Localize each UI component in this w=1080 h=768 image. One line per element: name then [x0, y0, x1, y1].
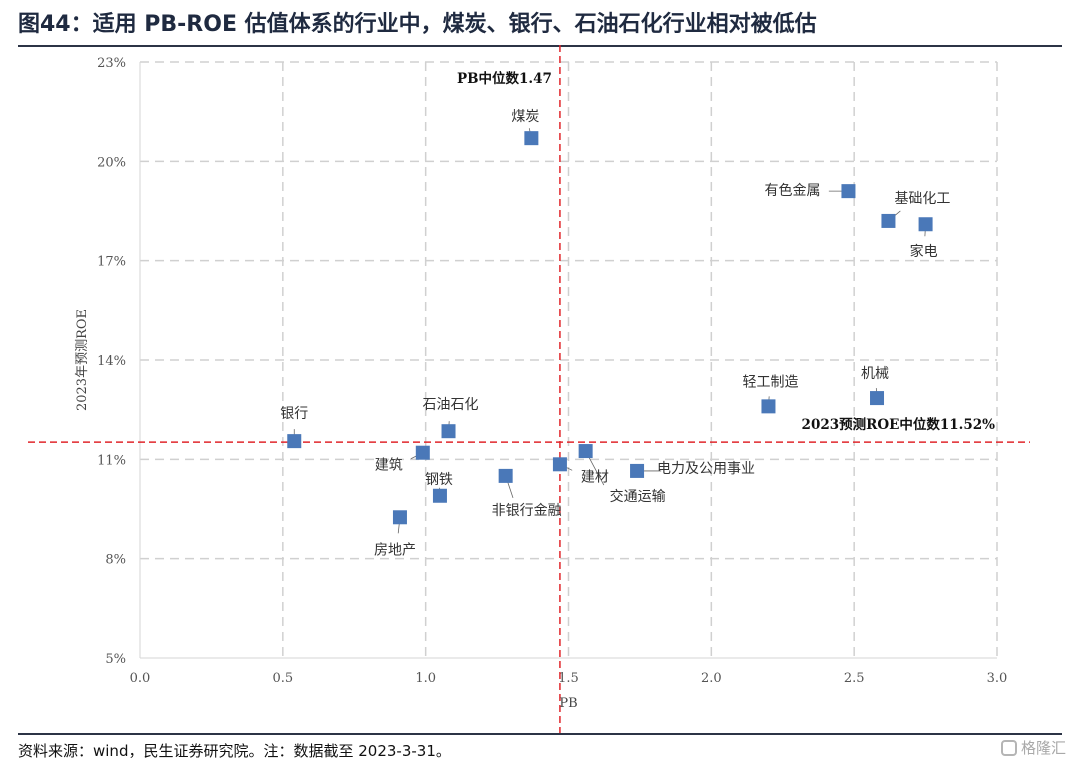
watermark: 格隆汇 — [1000, 737, 1066, 758]
watermark-text: 格隆汇 — [1020, 739, 1066, 757]
y-tick-label: 11% — [97, 453, 126, 468]
point-label: 房地产 — [374, 542, 416, 558]
scatter-point — [761, 399, 776, 414]
scatter-chart: 5% 8% 11% 14% 17% 20% 23% 0.0 0.5 1.0 1.5 2.0 2.5 3.… — [28, 45, 1030, 733]
scatter-point — [918, 217, 933, 232]
x-tick-label: 1.0 — [415, 671, 436, 686]
point-label: 家电 — [910, 243, 938, 260]
x-tick-label: 1.5 — [558, 671, 579, 686]
y-tick-label: 20% — [97, 155, 126, 170]
point-label: 轻工制造 — [742, 374, 798, 390]
scatter-point — [841, 184, 856, 199]
pb-median-label: PB中位数1.47 — [457, 70, 552, 87]
scatter-point — [578, 444, 593, 459]
title-divider — [18, 45, 1062, 47]
y-tick-label: 5% — [105, 652, 126, 667]
point-label: 石油石化 — [423, 397, 479, 413]
point-label: 基础化工 — [894, 190, 950, 207]
x-tick-label: 2.0 — [701, 671, 722, 686]
point-label: 银行 — [280, 406, 308, 422]
page-title: 图44：适用 PB-ROE 估值体系的行业中，煤炭、银行、石油石化行业相对被低估 — [18, 12, 817, 37]
scatter-point — [552, 457, 567, 472]
x-tick-label: 0.0 — [130, 671, 151, 686]
y-tick-label: 23% — [97, 56, 126, 71]
point-label: 非银行金融 — [492, 503, 562, 519]
y-axis-ticks: 5% 8% 11% 14% 17% 20% 23% — [97, 56, 126, 667]
y-tick-label: 8% — [105, 553, 126, 568]
scatter-point — [881, 213, 896, 228]
source-note: 资料来源：wind，民生证券研究院。注：数据截至 2023-3-31。 — [18, 742, 451, 760]
scatter-point — [498, 468, 513, 483]
point-label: 建筑 — [375, 458, 403, 474]
footer-divider — [18, 733, 1062, 735]
logo-icon — [1000, 739, 1017, 756]
x-tick-label: 3.0 — [987, 671, 1008, 686]
scatter-point — [441, 424, 456, 439]
scatter-point — [432, 488, 447, 503]
y-tick-label: 14% — [97, 354, 126, 369]
point-label: 建材 — [581, 469, 609, 485]
median-lines: PB中位数1.47 2023预测ROE中位数11.52% — [28, 45, 1030, 733]
point-label: 交通运输 — [610, 488, 666, 505]
point-label: 钢铁 — [425, 472, 453, 488]
point-label: 煤炭 — [511, 109, 539, 125]
point-label: 机械 — [861, 366, 889, 382]
x-tick-label: 2.5 — [844, 671, 865, 686]
scatter-point — [392, 510, 407, 525]
scatter-point — [287, 434, 302, 449]
x-tick-label: 0.5 — [272, 671, 293, 686]
x-axis-ticks: 0.0 0.5 1.0 1.5 2.0 2.5 3.0 — [130, 671, 1008, 686]
y-axis-label: 2023年预测ROE — [75, 309, 90, 411]
point-label: 电力及公用事业 — [657, 461, 755, 477]
roe-median-label: 2023预测ROE中位数11.52% — [802, 416, 996, 433]
x-axis-label: PB — [559, 696, 577, 711]
point-label: 有色金属 — [764, 182, 820, 199]
scatter-point — [870, 391, 885, 406]
scatter-point — [524, 131, 539, 146]
scatter-point — [415, 445, 430, 460]
scatter-point — [630, 463, 645, 478]
data-points — [287, 131, 933, 525]
grid-lines — [139, 61, 998, 659]
y-tick-label: 17% — [97, 255, 126, 270]
